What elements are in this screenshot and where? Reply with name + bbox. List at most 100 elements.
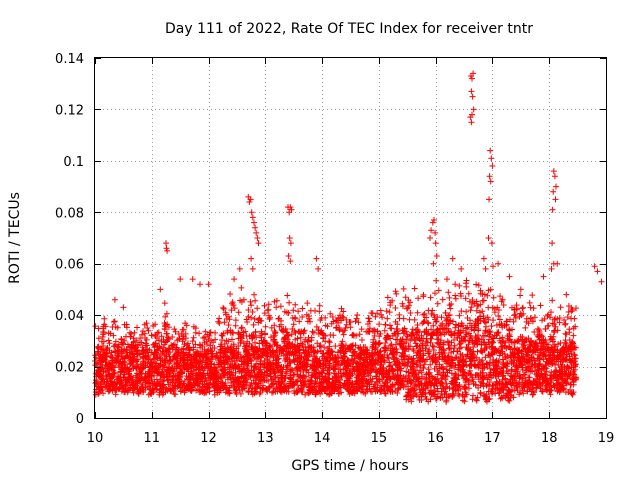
data-point [206, 385, 213, 391]
data-point [479, 380, 486, 386]
data-point [308, 334, 315, 341]
data-point [549, 297, 556, 304]
data-point [474, 316, 481, 323]
data-point [322, 333, 329, 339]
data-point [232, 317, 239, 324]
data-point [522, 324, 529, 331]
data-point [161, 326, 168, 333]
data-point [570, 389, 577, 396]
data-point [299, 314, 306, 320]
data-point [438, 314, 445, 321]
data-point [104, 353, 110, 360]
data-point [173, 344, 180, 351]
data-point [314, 340, 321, 347]
data-point [281, 375, 288, 382]
data-point [95, 335, 102, 342]
data-point [245, 307, 252, 313]
data-point [229, 299, 236, 306]
data-point [403, 339, 409, 346]
data-point [408, 398, 415, 405]
data-point [378, 387, 385, 394]
data-point [384, 354, 391, 361]
data-point [545, 380, 552, 387]
data-point [278, 372, 285, 379]
data-point [356, 331, 363, 338]
data-point [144, 360, 151, 367]
data-point [208, 353, 215, 360]
data-point [530, 305, 537, 312]
data-point [297, 334, 304, 341]
data-point [440, 363, 446, 370]
data-point [121, 337, 128, 344]
data-point [170, 368, 177, 375]
data-point [302, 391, 309, 398]
data-point [263, 387, 270, 394]
data-point [527, 343, 533, 350]
data-point [294, 335, 301, 342]
data-point [470, 392, 476, 399]
data-point [486, 331, 493, 338]
data-point [267, 314, 273, 321]
data-point [537, 332, 544, 339]
data-point [290, 321, 297, 328]
data-point [342, 342, 349, 349]
data-point [295, 308, 302, 315]
data-point [565, 309, 572, 315]
data-point [164, 336, 171, 343]
data-point [539, 333, 546, 340]
data-point [511, 373, 518, 380]
data-point [387, 362, 394, 369]
data-point [292, 301, 299, 308]
data-point [411, 387, 418, 394]
data-point [561, 317, 568, 323]
data-point [301, 327, 308, 334]
data-point [342, 348, 349, 355]
data-point [553, 377, 560, 384]
data-point [284, 329, 291, 336]
data-point [570, 346, 577, 353]
data-point [181, 378, 188, 384]
data-point [420, 386, 427, 393]
data-point [270, 366, 277, 373]
data-point [290, 307, 297, 314]
data-point [139, 347, 146, 354]
data-point [499, 338, 506, 345]
data-point [338, 341, 345, 347]
data-point [245, 313, 252, 320]
data-point [551, 316, 558, 323]
data-point [510, 394, 517, 401]
data-point [140, 389, 147, 396]
data-point [175, 330, 182, 337]
data-point [507, 316, 513, 323]
data-point [335, 366, 342, 373]
data-point [272, 378, 279, 385]
data-point [204, 331, 211, 338]
data-point [452, 379, 459, 386]
data-point [525, 346, 532, 353]
data-point [465, 341, 472, 348]
data-point [349, 388, 356, 395]
data-point [415, 295, 422, 302]
data-point [409, 329, 415, 336]
data-point [570, 368, 577, 375]
data-point [487, 286, 494, 293]
data-point [111, 318, 118, 325]
data-point [572, 374, 579, 381]
data-point [358, 326, 365, 333]
data-point [490, 294, 497, 301]
data-point [329, 314, 336, 320]
data-point [533, 375, 540, 382]
data-point [437, 329, 444, 336]
data-point [261, 373, 267, 380]
data-point [445, 325, 451, 332]
data-point [562, 320, 569, 327]
data-point [304, 300, 311, 307]
data-point [503, 355, 510, 362]
data-point [172, 328, 179, 335]
data-point [127, 333, 134, 340]
data-point [239, 324, 245, 331]
data-point [384, 315, 391, 322]
data-point [484, 292, 491, 299]
data-point [327, 310, 334, 317]
data-point [427, 396, 434, 403]
